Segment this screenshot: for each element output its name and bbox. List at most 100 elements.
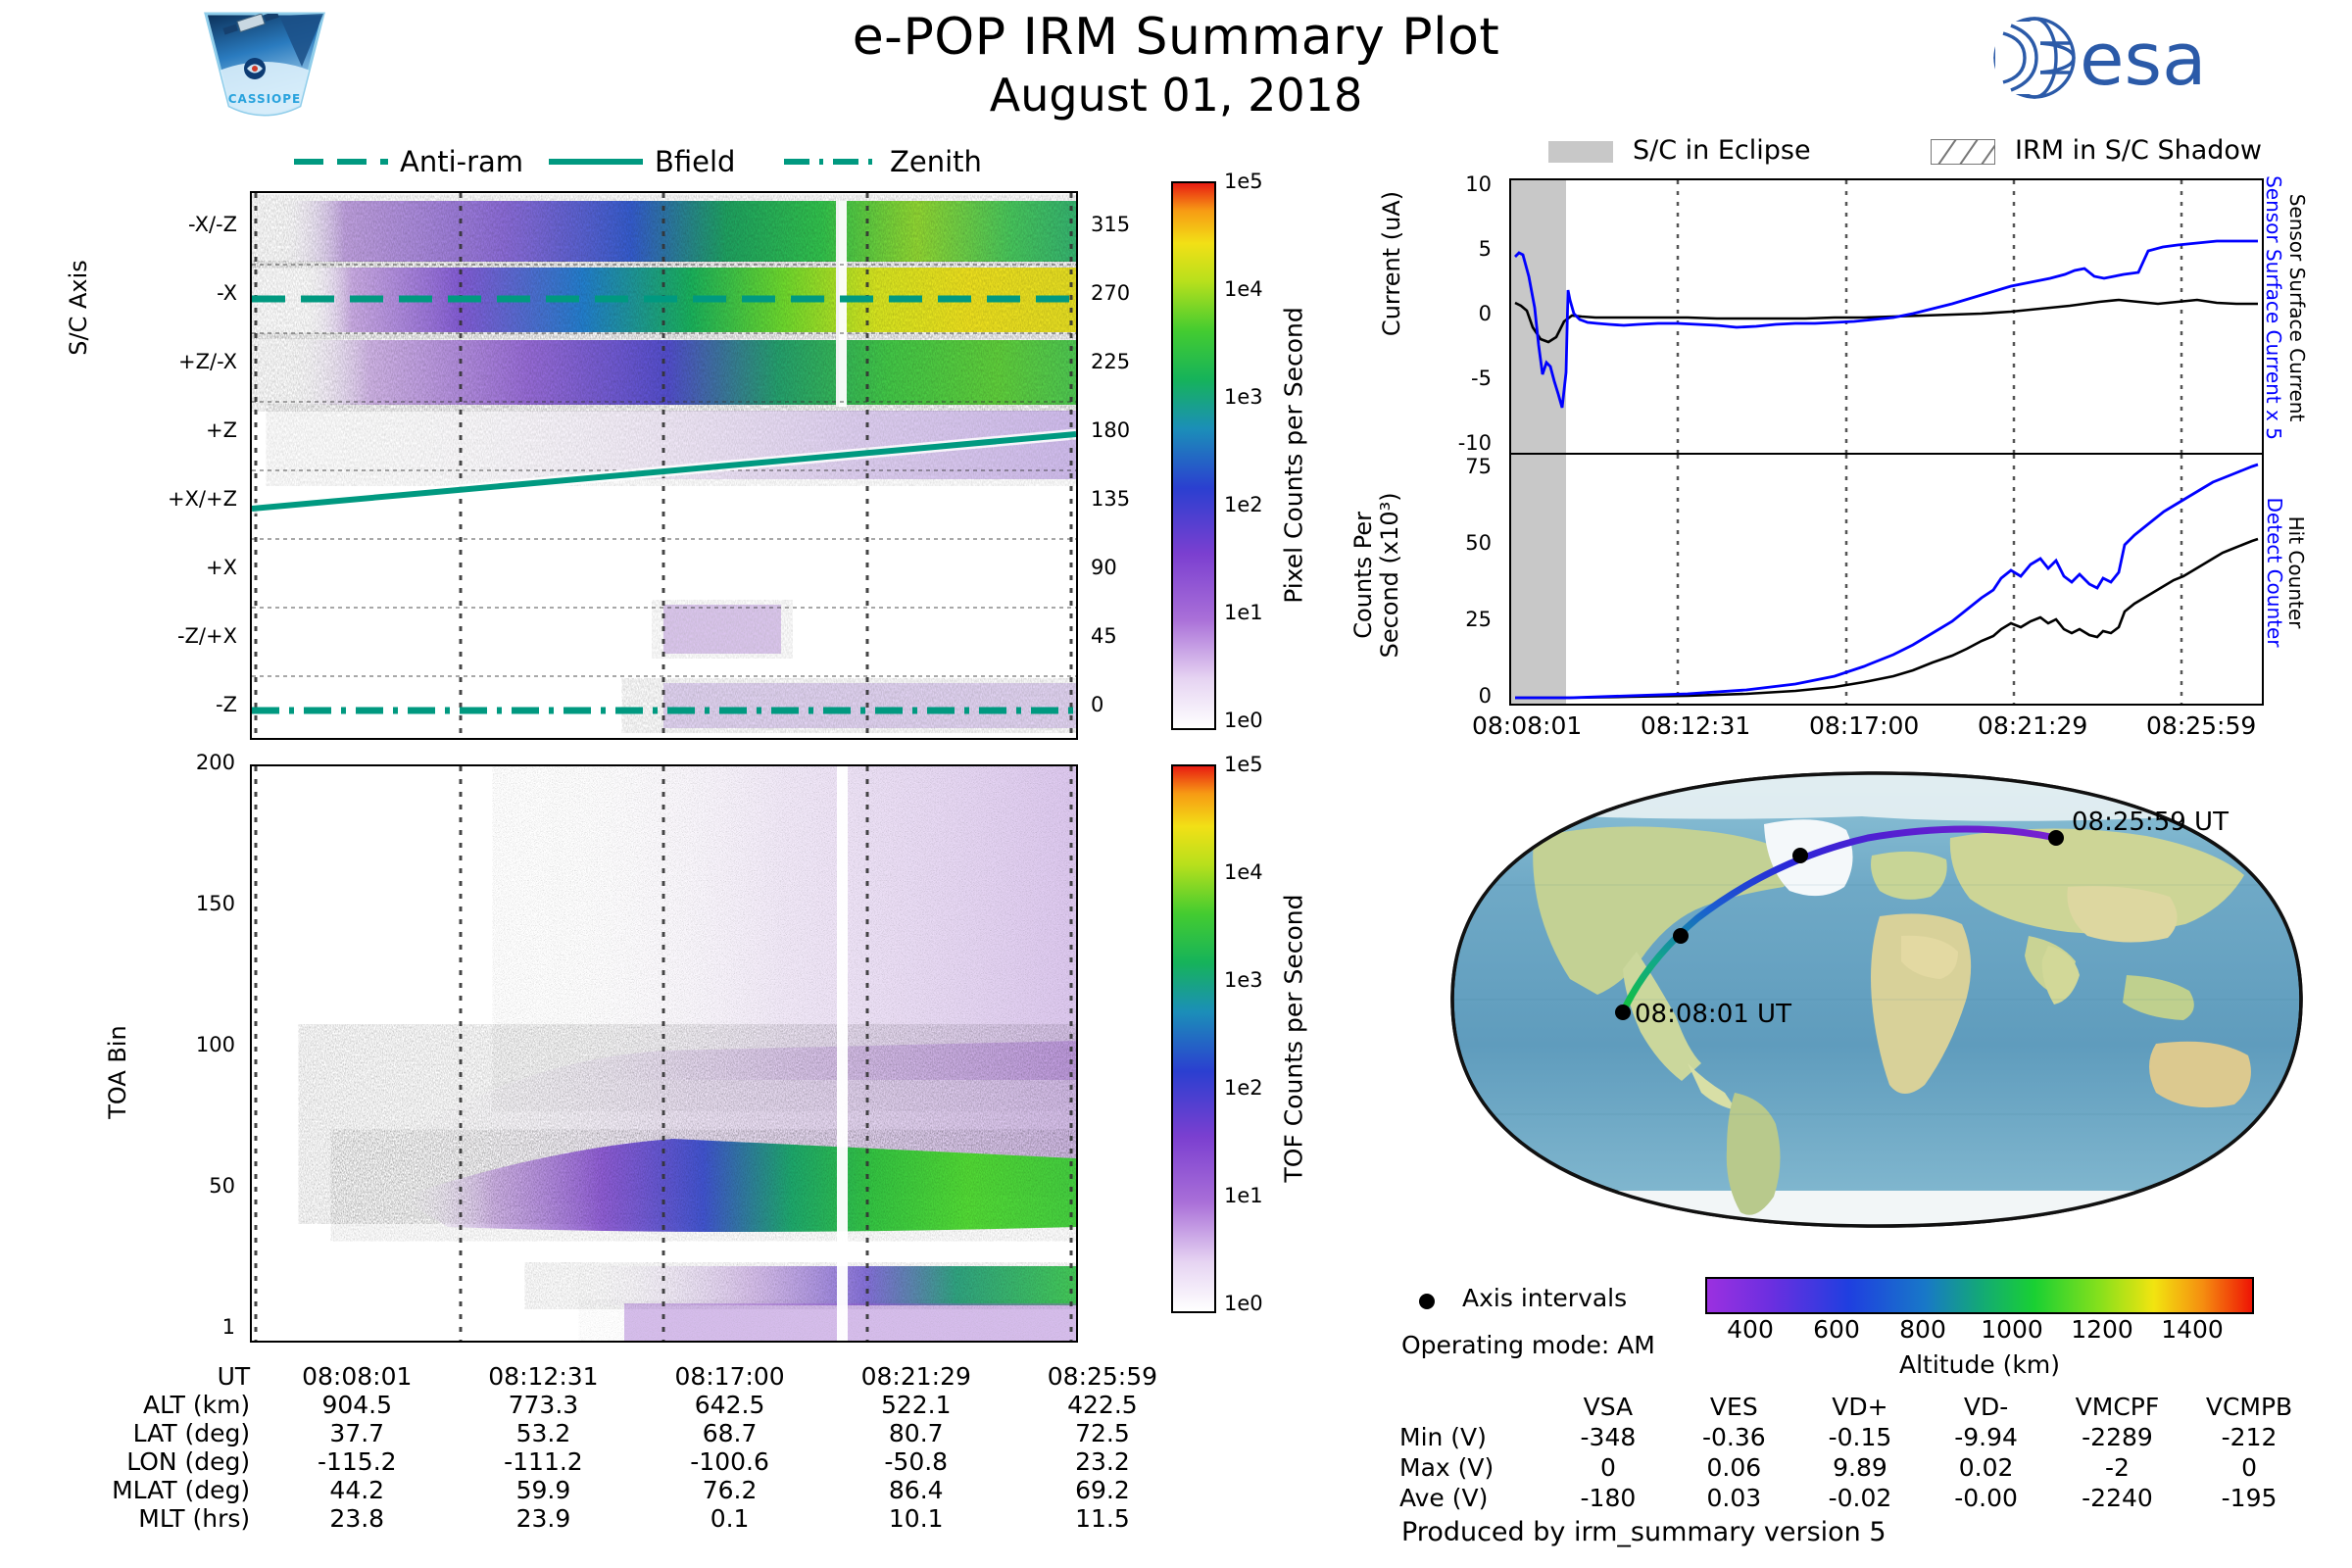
cell: -111.2 <box>504 1447 583 1476</box>
counts-ytick: 50 <box>1465 531 1492 555</box>
operating-mode-label: Operating mode: AM <box>1401 1331 1655 1359</box>
alt-tick: 1200 <box>2071 1315 2133 1344</box>
row-label: MLAT (deg) <box>112 1476 251 1504</box>
sc-axis-ylabel: S/C Axis <box>65 260 92 356</box>
cell: 0.06 <box>1706 1453 1762 1482</box>
cell: -348 <box>1580 1423 1637 1451</box>
svg-text:esa: esa <box>2080 18 2206 102</box>
alt-tick: 1400 <box>2161 1315 2224 1344</box>
cell: 59.9 <box>515 1476 571 1504</box>
page-title: e-POP IRM Summary Plot August 01, 2018 <box>588 8 1764 122</box>
current-ytick-labels: 10 5 0 -5 -10 <box>1401 172 1499 455</box>
alt-tick: 400 <box>1727 1315 1774 1344</box>
current-ytick: 0 <box>1478 302 1492 325</box>
cbar-tick: 1e4 <box>1224 277 1263 301</box>
cell: 0.1 <box>710 1504 750 1533</box>
sc-axis-ytick: -Z/+X <box>176 624 237 648</box>
cbar-tick: 1e3 <box>1224 385 1263 409</box>
cell: -0.00 <box>1954 1484 2018 1512</box>
cell: 0.03 <box>1706 1484 1762 1512</box>
xtick: 08:12:31 <box>1641 711 1751 740</box>
sc-axis-ytick: -Z <box>216 693 237 716</box>
angle-ytick: 225 <box>1091 350 1131 373</box>
angle-ytick: 0 <box>1091 693 1104 716</box>
legend-zenith-label: Zenith <box>890 145 982 178</box>
toa-bin-spectrogram-panel <box>250 764 1078 1343</box>
toa-ytick: 100 <box>195 1033 235 1056</box>
cell: 23.2 <box>1075 1447 1130 1476</box>
angle-ytick: 135 <box>1091 487 1131 511</box>
counts-timeseries-panel <box>1509 453 2264 706</box>
map-end-time-label: 08:25:59 UT <box>2072 808 2229 837</box>
table-row: LAT (deg) 37.7 53.2 68.7 80.7 72.5 <box>39 1419 1196 1447</box>
voltage-table: VSA VES VD+ VD- VMCPF VCMPB Min (V) -348… <box>1392 1392 2313 1513</box>
cell: -195 <box>2221 1484 2278 1512</box>
row-label: UT <box>217 1362 251 1391</box>
orbit-map: 08:08:01 UT 08:25:59 UT <box>1441 769 2313 1230</box>
tof-counts-colorbar <box>1171 764 1216 1313</box>
pixel-counts-colorbar <box>1171 181 1216 730</box>
alt-tick: 600 <box>1813 1315 1860 1344</box>
cell: 53.2 <box>515 1419 571 1447</box>
svg-text:CASSIOPE: CASSIOPE <box>228 92 302 106</box>
cell: 0 <box>2241 1453 2257 1482</box>
bfield-trace <box>252 431 1076 512</box>
sensor-surface-current-x5-trace <box>1514 239 2258 409</box>
toa-ytick: 200 <box>195 751 235 774</box>
alt-tick: 800 <box>1899 1315 1946 1344</box>
eclipse-legend-label: S/C in Eclipse <box>1633 135 1811 166</box>
table-row: Max (V) 0 0.06 9.89 0.02 -2 0 <box>1392 1452 2313 1483</box>
altitude-colorbar <box>1705 1277 2254 1314</box>
current-ytick: 5 <box>1478 237 1492 261</box>
counts-ytick: 25 <box>1465 608 1492 631</box>
orbit-track <box>1619 825 2057 1014</box>
angle-ytick: 270 <box>1091 281 1131 305</box>
sc-axis-ytick: -X/-Z <box>188 213 237 236</box>
cell: -2 <box>2105 1453 2130 1482</box>
row-label: Ave (V) <box>1399 1484 1489 1512</box>
cbar-tick: 1e5 <box>1224 753 1263 776</box>
cell: 76.2 <box>702 1476 758 1504</box>
cell: 23.8 <box>329 1504 385 1533</box>
sc-axis-ytick-labels: -X/-Z -X +Z/-X +Z +X/+Z +X -Z/+X -Z <box>98 191 245 740</box>
table-row: Min (V) -348 -0.36 -0.15 -9.94 -2289 -21… <box>1392 1422 2313 1452</box>
row-label: LAT (deg) <box>132 1419 251 1447</box>
cbar-tick: 1e1 <box>1224 1184 1263 1207</box>
cell: 904.5 <box>321 1391 393 1419</box>
cell: 37.7 <box>329 1419 385 1447</box>
row-label: Max (V) <box>1399 1453 1494 1482</box>
eclipse-shading <box>1511 180 1566 453</box>
cell: 0.02 <box>1958 1453 2014 1482</box>
legend-bfield-swatch <box>549 159 643 165</box>
column-header: VCMPB <box>2205 1393 2293 1421</box>
cbar-tick: 1e2 <box>1224 1076 1263 1100</box>
cell: 23.9 <box>515 1504 571 1533</box>
cell: 86.4 <box>888 1476 944 1504</box>
eclipse-shading <box>1511 455 1566 704</box>
cell: 08:17:00 <box>674 1362 785 1391</box>
table-row: UT 08:08:01 08:12:31 08:17:00 08:21:29 0… <box>39 1362 1196 1391</box>
cell: -212 <box>2221 1423 2278 1451</box>
cell: 08:25:59 <box>1047 1362 1158 1391</box>
table-row: MLT (hrs) 23.8 23.9 0.1 10.1 11.5 <box>39 1504 1196 1533</box>
column-header: VSA <box>1583 1393 1634 1421</box>
eclipse-swatch <box>1548 141 1613 163</box>
cell: 72.5 <box>1075 1419 1130 1447</box>
cell: -2240 <box>2082 1484 2153 1512</box>
table-row: Ave (V) -180 0.03 -0.02 -0.00 -2240 -195 <box>1392 1483 2313 1513</box>
esa-logo: esa <box>1989 14 2274 102</box>
row-label: MLT (hrs) <box>138 1504 251 1533</box>
shadow-legend-label: IRM in S/C Shadow <box>2015 135 2263 166</box>
produced-by-label: Produced by irm_summary version 5 <box>1401 1517 1886 1547</box>
tof-counts-colorbar-label: TOF Counts per Second <box>1279 894 1308 1183</box>
sensor-surface-current-trace <box>1514 298 2258 344</box>
counts-ylabel-line1: Counts Per <box>1349 512 1378 639</box>
cell: 522.1 <box>880 1391 952 1419</box>
toa-ytick: 150 <box>195 892 235 915</box>
counts-ylabel: Counts Per Second (x10³) <box>1349 428 1403 722</box>
cell: -50.8 <box>884 1447 949 1476</box>
map-start-time-label: 08:08:01 UT <box>1635 1000 1791 1029</box>
cell: 08:08:01 <box>302 1362 413 1391</box>
table-row: ALT (km) 904.5 773.3 642.5 522.1 422.5 <box>39 1391 1196 1419</box>
sc-axis-ytick: +Z/-X <box>178 350 237 373</box>
